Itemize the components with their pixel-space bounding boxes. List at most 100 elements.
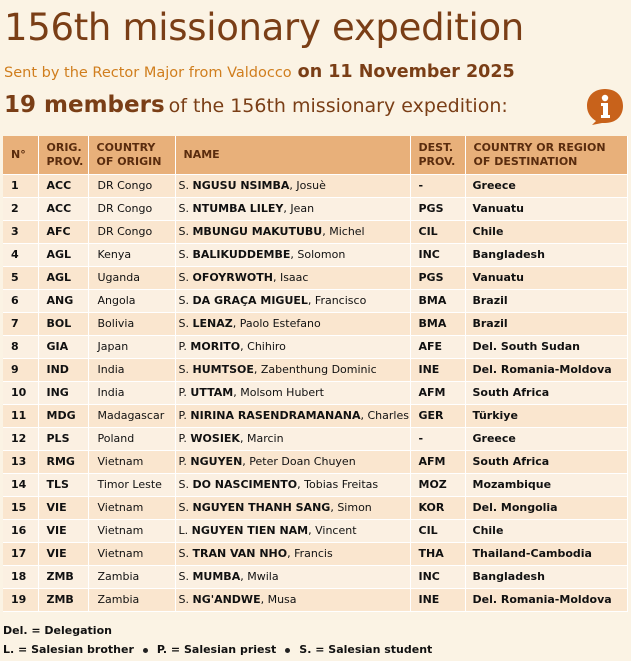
name-surname: DA GRAÇA MIGUEL: [192, 294, 308, 307]
legend-student: S. = Salesian student: [299, 643, 433, 656]
table-header-row: N° ORIG. PROV. COUNTRY OF ORIGIN NAME DE…: [3, 136, 628, 175]
name-given: Vincent: [315, 524, 357, 537]
cell-number: 12: [3, 427, 39, 451]
column-header-destination: COUNTRY OR REGION OF DESTINATION: [465, 136, 628, 175]
cell-destination: Greece: [465, 174, 628, 198]
column-header-dest-prov: DEST. PROV.: [410, 136, 466, 175]
cell-country-origin: Vietnam: [88, 519, 176, 543]
table-row: 17 VIE Vietnam S. TRAN VAN NHO, Francis THA T…: [3, 542, 628, 566]
name-prefix: S.: [178, 501, 189, 514]
cell-name: P. NIRINA RASENDRAMANANA, Charles: [175, 404, 411, 428]
name-surname: MBUNGU MAKUTUBU: [192, 225, 323, 238]
cell-country-origin: India: [88, 381, 176, 405]
column-header-name: NAME: [175, 136, 411, 175]
cell-number: 8: [3, 335, 39, 359]
cell-orig-prov: AGL: [38, 266, 89, 290]
cell-name: S. DA GRAÇA MIGUEL, Francisco: [175, 289, 411, 313]
cell-dest-prov: CIL: [410, 519, 466, 543]
cell-orig-prov: GIA: [38, 335, 89, 359]
cell-country-origin: Zambia: [88, 565, 176, 589]
cell-number: 11: [3, 404, 39, 428]
cell-dest-prov: PGS: [410, 266, 466, 290]
name-prefix: P.: [178, 409, 187, 422]
table-row: 12 PLS Poland P. WOSIEK, Marcin - Greece: [3, 427, 628, 451]
subtitle: Sent by the Rector Major from Valdocco on…: [4, 62, 515, 82]
name-prefix: S.: [178, 363, 189, 376]
cell-orig-prov: VIE: [38, 542, 89, 566]
cell-country-origin: Madagascar: [88, 404, 176, 428]
table-row: 16 VIE Vietnam L. NGUYEN TIEN NAM, Vincent C…: [3, 519, 628, 543]
cell-country-origin: Vietnam: [88, 450, 176, 474]
cell-number: 1: [3, 174, 39, 198]
cell-name: S. NG'ANDWE, Musa: [175, 588, 411, 612]
name-surname: NGUYEN THANH SANG: [192, 501, 331, 514]
cell-dest-prov: INC: [410, 243, 466, 267]
cell-country-origin: Bolivia: [88, 312, 176, 336]
cell-orig-prov: ACC: [38, 174, 89, 198]
name-prefix: S.: [178, 225, 189, 238]
name-prefix: S.: [178, 593, 189, 606]
members-table: N° ORIG. PROV. COUNTRY OF ORIGIN NAME DE…: [3, 136, 628, 612]
name-surname: NIRINA RASENDRAMANANA: [190, 409, 361, 422]
column-header-orig-prov: ORIG. PROV.: [38, 136, 89, 175]
cell-dest-prov: GER: [410, 404, 466, 428]
table-row: 10 ING India P. UTTAM, Molsom Hubert AFM Sout…: [3, 381, 628, 405]
cell-name: S. BALIKUDDEMBE, Solomon: [175, 243, 411, 267]
cell-destination: Thailand-Cambodia: [465, 542, 628, 566]
name-surname: OFOYRWOTH: [192, 271, 273, 284]
name-prefix: S.: [178, 478, 189, 491]
cell-orig-prov: AFC: [38, 220, 89, 244]
cell-dest-prov: CIL: [410, 220, 466, 244]
table-row: 1 ACC DR Congo S. NGUSU NSIMBA, Josuè - Greec…: [3, 174, 628, 198]
legend-priest: P. = Salesian priest: [156, 643, 277, 656]
cell-dest-prov: AFE: [410, 335, 466, 359]
name-prefix: S.: [178, 271, 189, 284]
cell-destination: Greece: [465, 427, 628, 451]
name-prefix: S.: [178, 179, 189, 192]
cell-destination: Bangladesh: [465, 565, 628, 589]
cell-dest-prov: -: [410, 174, 466, 198]
name-surname: MORITO: [190, 340, 241, 353]
name-surname: DO NASCIMENTO: [192, 478, 298, 491]
cell-destination: Türkiye: [465, 404, 628, 428]
cell-name: S. NTUMBA LILEY, Jean: [175, 197, 411, 221]
cell-destination: Del. South Sudan: [465, 335, 628, 359]
cell-dest-prov: AFM: [410, 381, 466, 405]
cell-orig-prov: ING: [38, 381, 89, 405]
cell-dest-prov: KOR: [410, 496, 466, 520]
cell-destination: South Africa: [465, 450, 628, 474]
cell-number: 19: [3, 588, 39, 612]
name-prefix: S.: [178, 294, 189, 307]
cell-country-origin: Angola: [88, 289, 176, 313]
cell-orig-prov: TLS: [38, 473, 89, 497]
name-given: Tobias Freitas: [304, 478, 379, 491]
cell-number: 4: [3, 243, 39, 267]
name-surname: MUMBA: [192, 570, 241, 583]
name-given: Josuè: [296, 179, 326, 192]
table-row: 2 ACC DR Congo S. NTUMBA LILEY, Jean PGS Vanu…: [3, 197, 628, 221]
bullet-dot: [285, 647, 291, 653]
name-prefix: S.: [178, 570, 189, 583]
cell-country-origin: Timor Leste: [88, 473, 176, 497]
cell-name: S. LENAZ, Paolo Estefano: [175, 312, 411, 336]
cell-number: 14: [3, 473, 39, 497]
table-row: 11 MDG Madagascar P. NIRINA RASENDRAMANANA,…: [3, 404, 628, 428]
cell-destination: Del. Romania-Moldova: [465, 588, 628, 612]
cell-orig-prov: PLS: [38, 427, 89, 451]
cell-name: P. NGUYEN, Peter Doan Chuyen: [175, 450, 411, 474]
name-surname: NGUYEN TIEN NAM: [191, 524, 309, 537]
column-header-number: N°: [3, 136, 39, 175]
name-surname: BALIKUDDEMBE: [192, 248, 291, 261]
table-row: 9 IND India S. HUMTSOE, Zabenthung Dominic I…: [3, 358, 628, 382]
cell-orig-prov: ZMB: [38, 565, 89, 589]
cell-name: P. MORITO, Chihiro: [175, 335, 411, 359]
name-given: Peter Doan Chuyen: [249, 455, 356, 468]
name-prefix: P.: [178, 386, 187, 399]
cell-number: 5: [3, 266, 39, 290]
cell-destination: Brazil: [465, 312, 628, 336]
bullet-dot: [142, 647, 148, 653]
name-given: Zabenthung Dominic: [260, 363, 377, 376]
name-given: Chihiro: [247, 340, 286, 353]
cell-orig-prov: VIE: [38, 496, 89, 520]
cell-orig-prov: VIE: [38, 519, 89, 543]
